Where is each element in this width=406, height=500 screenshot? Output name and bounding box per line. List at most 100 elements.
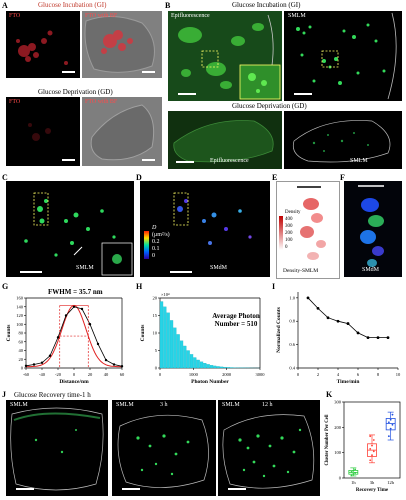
colorbar-tick: 0 <box>152 253 155 259</box>
panel-b-title-gd: Glucose Deprivation (GD) <box>232 102 307 110</box>
fwhm-annotation: FWHM = 35.7 nm <box>48 288 103 296</box>
fto-label: FTO <box>9 13 21 19</box>
box-point <box>369 435 372 438</box>
x-tick-label: 3000 <box>256 372 266 377</box>
histogram-bar <box>206 364 210 369</box>
panel-a-title-gi: Glucose Incubation (GI) <box>38 1 107 9</box>
scale-bar <box>20 271 42 273</box>
histogram-bar <box>213 365 217 369</box>
time-label-3h: 3 h <box>160 402 168 408</box>
density-tick: 200 <box>285 231 293 236</box>
panel-f-label: F <box>340 173 345 182</box>
panel-g-label: G <box>2 282 9 291</box>
x-tick-label: -60 <box>23 372 30 377</box>
y-tick-label: 300 <box>334 400 342 405</box>
y-tick-label: 160 <box>16 296 24 301</box>
colorbar-unit: (μm²/s) <box>152 232 170 238</box>
data-point <box>72 305 76 308</box>
colorbar-title: D <box>152 225 157 231</box>
y-tick-label: 1.0 <box>289 295 295 300</box>
fto-bf-label: FTO with BF <box>85 99 118 105</box>
x-tick-label: 2 <box>317 372 319 377</box>
data-point <box>366 336 370 339</box>
y-axis-label: Normalized Counts <box>276 307 282 353</box>
y-tick-label: 0 <box>21 366 24 371</box>
histogram-bar <box>163 306 167 369</box>
data-point <box>346 322 350 325</box>
micrograph-smdm: D (μm²/s) 0.2 0.1 0 SMdM <box>140 181 270 277</box>
data-point <box>326 316 330 320</box>
box-point <box>391 413 394 416</box>
histogram-bar <box>179 340 184 369</box>
box-point <box>371 454 373 457</box>
box-point <box>391 423 394 426</box>
histogram-bar <box>193 357 197 369</box>
data-point <box>356 331 360 335</box>
box-point <box>387 421 390 424</box>
x-tick-label: 0 <box>297 372 300 377</box>
y-tick-label: 60 <box>19 339 24 344</box>
box-point <box>354 468 357 471</box>
x-tick-label: 12h <box>387 480 395 485</box>
histogram-bar <box>176 334 180 369</box>
data-point <box>104 358 108 362</box>
y-tick-label: 140 <box>16 304 24 309</box>
histogram-bar <box>159 301 164 369</box>
histogram-bar <box>173 327 177 369</box>
box-point <box>352 470 355 472</box>
micrograph-smlm-gd: SMLM <box>284 111 402 169</box>
smlm-label: SMLM <box>288 13 306 19</box>
data-point <box>336 319 340 323</box>
micrograph-recovery-3h: SMLM 3 h <box>112 400 216 496</box>
histogram-bar <box>203 362 207 369</box>
y-tick-label: 20 <box>153 296 158 301</box>
fto-bf-label: FTO with BF <box>85 13 118 19</box>
density-tick: 300 <box>285 224 293 229</box>
scale-bar <box>176 161 194 163</box>
y-tick-label: 0.8 <box>289 319 295 324</box>
fto-label: FTO <box>9 99 21 105</box>
x-tick-label: 2000 <box>222 372 232 377</box>
data-point <box>386 336 390 339</box>
smlm-label: SMLM <box>350 158 368 164</box>
panel-b-label: B <box>165 1 171 10</box>
x-axis-label: Recovery Time <box>356 488 389 493</box>
time-label-12h: 12 h <box>262 402 273 408</box>
smlm-label: SMLM <box>222 402 240 408</box>
micrograph-smdm-zoom: SMdM <box>344 181 402 277</box>
micrograph-fto-gi: FTO <box>6 11 80 78</box>
panel-a-label: A <box>2 1 8 10</box>
micrograph-density: Density 400 300 200 100 0 Density-SMLM <box>276 181 340 279</box>
histogram-bar <box>219 366 224 369</box>
x-tick-label: 6 <box>357 372 360 377</box>
chart-i: 0 2 4 6 8 10 0.4 0.6 0.8 1.0 Time/min Normalized Co… <box>276 292 401 385</box>
chart-g: -60 -40 -20 0 20 40 60 0 20 40 60 80 100 120 140 160 Dis… <box>6 296 125 386</box>
box-point <box>354 472 357 474</box>
micrograph-smlm-gi: SMLM <box>284 11 402 101</box>
panel-j-title: Glucose Recovery time-1 h <box>14 391 91 399</box>
data-point <box>48 354 52 357</box>
histogram-bar <box>199 361 204 369</box>
panel-c-label: C <box>2 173 8 182</box>
scale-bar <box>178 93 196 95</box>
y-tick-label: 100 <box>16 322 24 327</box>
box-point <box>387 435 390 438</box>
scale-bar <box>62 159 75 161</box>
x-tick-label: 8 <box>377 372 380 377</box>
histogram-bar <box>216 366 220 369</box>
data-point <box>120 365 124 368</box>
histogram-bar <box>166 312 170 369</box>
data-line <box>25 306 123 367</box>
y-tick-label: 0 <box>155 366 158 371</box>
x-tick-label: 10 <box>396 372 401 377</box>
density-tick: 0 <box>285 245 288 250</box>
density-tick: 100 <box>285 238 293 243</box>
scale-bar <box>62 71 75 73</box>
x-tick-label: 40 <box>104 372 109 377</box>
smlm-label: SMLM <box>76 265 94 271</box>
epifluorescence-label: Epifluorescence <box>210 158 249 164</box>
box-point <box>369 459 372 462</box>
x-axis-label: Distance/nm <box>59 379 89 385</box>
x-tick-label: 1h <box>351 480 356 485</box>
data-point <box>32 363 36 366</box>
